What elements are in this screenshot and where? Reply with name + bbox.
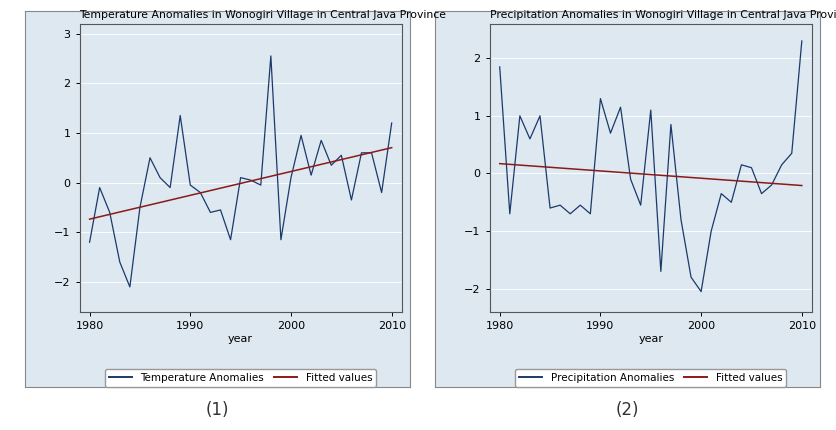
Text: Temperature Anomalies in Wonogiri Village in Central Java Province: Temperature Anomalies in Wonogiri Villag… (79, 10, 446, 20)
X-axis label: year: year (638, 334, 662, 344)
Text: (1): (1) (206, 401, 229, 419)
Text: Precipitation Anomalies in Wonogiri Village in Central Java Province: Precipitation Anomalies in Wonogiri Vill… (489, 10, 836, 20)
Legend: Precipitation Anomalies, Fitted values: Precipitation Anomalies, Fitted values (514, 369, 786, 387)
X-axis label: year: year (228, 334, 252, 344)
Text: (2): (2) (615, 401, 639, 419)
Legend: Temperature Anomalies, Fitted values: Temperature Anomalies, Fitted values (104, 369, 376, 387)
